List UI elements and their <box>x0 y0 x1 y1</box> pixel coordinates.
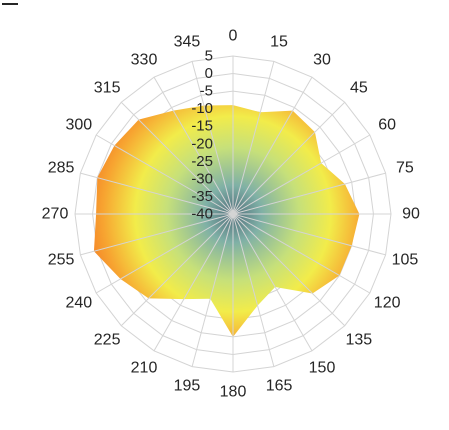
angle-label: 0 <box>229 28 238 45</box>
spoke-line <box>232 213 346 327</box>
spoke-line <box>191 213 234 367</box>
radial-tick-label: 0 <box>205 65 213 82</box>
radial-tick-label: -30 <box>191 170 213 187</box>
angle-label: 150 <box>309 360 336 377</box>
radial-tick-label: -20 <box>191 135 213 152</box>
radial-tick-label: -35 <box>191 188 213 205</box>
spoke-line <box>95 134 234 215</box>
spoke-line <box>153 213 234 352</box>
angle-label: 90 <box>402 206 420 223</box>
radial-tick-label: -25 <box>191 153 213 170</box>
radial-tick-label: 5 <box>205 48 213 65</box>
angle-label: 315 <box>94 80 121 97</box>
angle-label: 180 <box>220 384 247 401</box>
spoke-line <box>120 213 234 327</box>
spoke-line <box>232 213 275 367</box>
spoke-line <box>153 76 234 215</box>
angle-label: 285 <box>48 159 75 176</box>
angle-label: 225 <box>94 331 121 348</box>
spoke-line <box>232 61 275 215</box>
angle-label: 255 <box>48 252 75 269</box>
radial-tick-label: -40 <box>191 206 213 223</box>
angle-label: 135 <box>346 331 373 348</box>
angle-label: 300 <box>65 117 92 134</box>
radial-tick-label: -10 <box>191 100 213 117</box>
spoke-line <box>120 101 234 215</box>
angle-label: 45 <box>350 80 368 97</box>
spoke-line <box>232 101 346 215</box>
spoke-line <box>232 76 313 215</box>
spokes <box>75 56 391 372</box>
angle-labels: 0 15 30 45 60 75 90 105 120 135 150 165 180 195 210 225… <box>42 28 420 401</box>
spoke-line <box>232 213 313 352</box>
angle-label: 105 <box>392 252 419 269</box>
angle-label: 165 <box>266 377 293 394</box>
radial-tick-label: -5 <box>200 83 213 100</box>
spoke-line <box>80 213 234 256</box>
spoke-line <box>232 134 371 215</box>
spoke-line <box>232 213 371 294</box>
angle-label: 30 <box>313 51 331 68</box>
angle-label: 15 <box>270 34 288 51</box>
radial-axis-labels: 50-5-10-15-20-25-30-35-40 <box>191 48 213 223</box>
angle-label: 330 <box>131 51 158 68</box>
spoke-line <box>232 213 386 256</box>
angle-label: 120 <box>374 295 401 312</box>
spoke-line <box>95 213 234 294</box>
radial-tick-label: -15 <box>191 118 213 135</box>
angle-label: 345 <box>174 34 201 51</box>
angle-label: 240 <box>65 295 92 312</box>
angle-label: 60 <box>378 117 396 134</box>
spoke-line <box>80 172 234 215</box>
angle-label: 210 <box>131 360 158 377</box>
angle-label: 195 <box>174 377 201 394</box>
spoke-line <box>191 61 234 215</box>
angle-label: 270 <box>42 206 69 223</box>
spoke-line <box>232 172 386 215</box>
angle-label: 75 <box>396 159 414 176</box>
